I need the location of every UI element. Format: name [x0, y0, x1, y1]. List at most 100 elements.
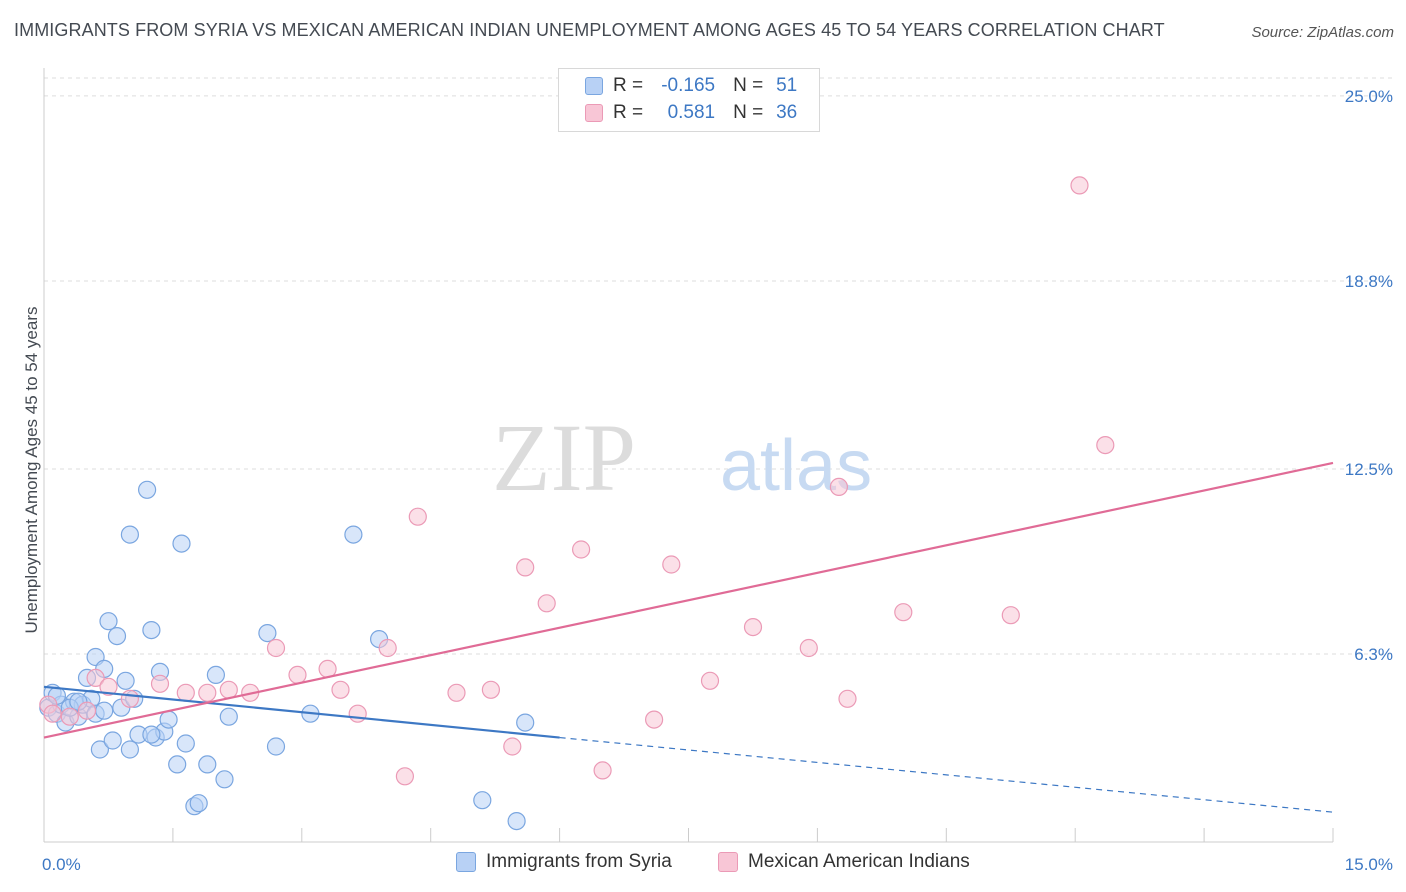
- mexican-point: [1070, 176, 1089, 195]
- watermark: ZIP atlas: [492, 404, 872, 511]
- syria-point: [168, 755, 187, 774]
- mexican-point: [481, 680, 500, 699]
- mexican-point: [799, 638, 818, 658]
- mexican-point: [447, 683, 466, 702]
- syria-point: [266, 737, 286, 756]
- syria-point: [116, 671, 135, 690]
- gridlines: [44, 77, 1393, 655]
- syria-point: [90, 740, 110, 759]
- bottom-swatch-pink: [718, 852, 738, 872]
- bottom-legend-label: Immigrants from Syria: [486, 851, 672, 872]
- y-tick-label: 12.5%: [1345, 460, 1393, 479]
- mexican-point: [99, 677, 118, 696]
- legend-swatch-blue: [585, 77, 603, 95]
- source-credit: Source: ZipAtlas.com: [1251, 24, 1394, 41]
- x-tick-label: 0.0%: [42, 855, 81, 874]
- syria-point: [198, 755, 217, 774]
- mexican-point: [503, 737, 522, 756]
- axes: [43, 68, 1334, 843]
- legend-r-label: R =: [613, 75, 644, 96]
- syria-point: [120, 525, 139, 544]
- mexican-point: [288, 665, 307, 685]
- mexican-point: [86, 668, 105, 688]
- mexican-point: [331, 680, 350, 699]
- mexican-point: [408, 507, 427, 526]
- mexican-point: [395, 767, 414, 786]
- legend-r-label: R =: [613, 102, 644, 123]
- bottom-legend-mexican: Mexican American Indians: [718, 851, 970, 873]
- watermark-zip: ZIP: [492, 404, 636, 511]
- syria-point: [138, 480, 157, 499]
- mexican-point: [1001, 606, 1020, 625]
- y-tick-label: 25.0%: [1345, 87, 1393, 106]
- mexican-point: [378, 638, 397, 658]
- syria-point: [219, 707, 238, 726]
- mexican-point: [593, 761, 612, 780]
- legend-r-value: -0.165: [661, 75, 716, 96]
- y-tick-label: 6.3%: [1354, 645, 1393, 664]
- syria-point: [507, 811, 526, 831]
- syria-point: [172, 534, 191, 553]
- legend-r-value: 0.581: [667, 102, 716, 123]
- mexican-point: [743, 617, 763, 637]
- syria-point: [95, 701, 114, 720]
- legend-n-label: N =: [733, 102, 764, 123]
- mexican-point: [838, 689, 857, 708]
- syria-point: [189, 794, 208, 813]
- legend-swatch-pink: [585, 104, 603, 122]
- y-tick-label: 18.8%: [1345, 272, 1393, 291]
- watermark-atlas: atlas: [720, 426, 872, 506]
- mexican-point: [198, 683, 217, 702]
- trendline-syria-solid: [43, 685, 560, 739]
- legend-n-label: N =: [733, 75, 764, 96]
- legend-row-mexican: R = 0.581 N = 36: [585, 100, 797, 126]
- x-tick-label: 15.0%: [1345, 855, 1393, 874]
- mexican-point: [894, 603, 913, 622]
- mexican-point: [120, 689, 139, 708]
- series-immigrants-from-syria: [39, 480, 535, 831]
- mexican-point: [700, 671, 720, 690]
- mexican-point: [266, 638, 286, 658]
- mexican-point: [516, 558, 535, 577]
- chart-title: IMMIGRANTS FROM SYRIA VS MEXICAN AMERICA…: [14, 20, 1165, 40]
- bottom-legend-syria: Immigrants from Syria: [456, 851, 672, 873]
- legend-n-value: 36: [776, 102, 798, 123]
- y-axis-label: Unemployment Among Ages 45 to 54 years: [22, 307, 41, 634]
- syria-point: [107, 626, 127, 646]
- syria-point: [176, 734, 195, 753]
- mexican-point: [348, 704, 367, 723]
- trendline-syria-dashed: [559, 736, 1334, 813]
- trendline-mexican: [43, 461, 1334, 739]
- mexican-point: [644, 710, 664, 729]
- syria-point: [258, 623, 277, 643]
- trendlines: [43, 461, 1334, 813]
- series-mexican-american-indians: [39, 176, 1115, 786]
- legend-row-syria: R = -0.165 N = 51: [585, 73, 797, 99]
- legend-n-value: 51: [776, 75, 798, 96]
- syria-point: [516, 713, 535, 732]
- mexican-point: [537, 594, 556, 613]
- syria-point: [206, 665, 225, 685]
- syria-point: [473, 791, 492, 810]
- mexican-point: [1096, 436, 1115, 455]
- syria-point: [120, 740, 139, 759]
- mexican-point: [829, 477, 849, 496]
- syria-point: [215, 770, 234, 789]
- syria-point: [142, 725, 161, 744]
- bottom-legend-label: Mexican American Indians: [748, 851, 970, 872]
- mexican-point: [150, 674, 170, 693]
- mexican-point: [662, 555, 681, 574]
- syria-point: [344, 525, 363, 544]
- bottom-swatch-blue: [456, 852, 476, 872]
- mexican-point: [571, 540, 591, 559]
- mexican-point: [60, 707, 79, 726]
- syria-point: [142, 620, 161, 640]
- syria-point: [103, 731, 122, 750]
- mexican-point: [43, 704, 62, 723]
- mexican-point: [219, 680, 238, 699]
- mexican-point: [176, 683, 195, 702]
- axis-labels: 6.3% 12.5% 18.8% 25.0% 0.0% 15.0% Unemployment…: [22, 87, 1393, 874]
- syria-point: [159, 710, 178, 729]
- correlation-legend: R = -0.165 N = 51 R = 0.581 N = 36: [558, 68, 820, 132]
